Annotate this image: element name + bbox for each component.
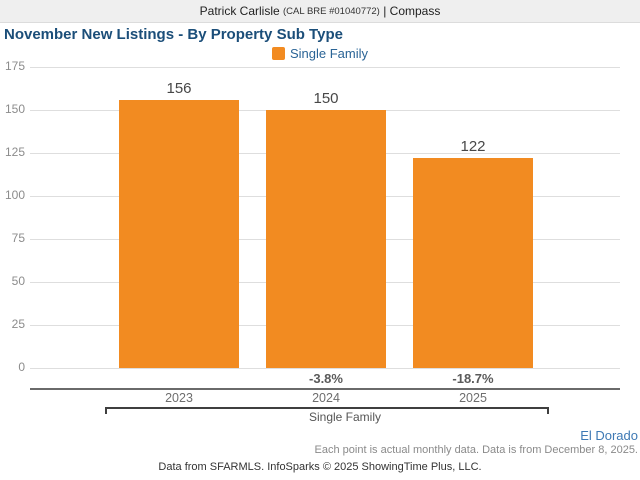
legend-swatch-icon bbox=[271, 46, 285, 60]
bar-value-label-2023: 156 bbox=[166, 79, 192, 97]
y-axis-tick-label-50: 50 bbox=[11, 274, 25, 288]
y-axis-tick-label-150: 150 bbox=[4, 102, 25, 116]
series-group-bracket bbox=[105, 407, 549, 414]
bar-value-label-2024: 150 bbox=[313, 90, 339, 107]
y-axis-tick-label-100: 100 bbox=[4, 188, 25, 202]
bar-2023[interactable] bbox=[119, 99, 239, 368]
agent-name: Patrick Carlisle bbox=[199, 4, 280, 18]
pct-change-label-2025: -18.7% bbox=[452, 371, 494, 386]
gridline-0 bbox=[30, 368, 620, 369]
region-label: El Dorado bbox=[580, 428, 638, 443]
bar-2024[interactable] bbox=[266, 110, 386, 368]
y-axis-tick-label-175: 175 bbox=[4, 59, 25, 73]
y-axis-tick-label-25: 25 bbox=[11, 317, 25, 331]
x-axis-label-2025: 2025 bbox=[459, 391, 487, 405]
bar-2025[interactable] bbox=[413, 158, 533, 368]
pct-change-label-2024: -3.8% bbox=[309, 371, 343, 386]
agent-license: (CAL BRE #01040772) bbox=[283, 5, 380, 17]
chart-title: November New Listings - By Property Sub … bbox=[4, 26, 343, 43]
x-axis-label-2024: 2024 bbox=[312, 391, 340, 405]
data-freshness-note: Each point is actual monthly data. Data … bbox=[314, 444, 638, 456]
header-separator: | bbox=[383, 4, 387, 18]
y-axis-tick-label-125: 125 bbox=[4, 145, 25, 159]
series-group-label: Single Family bbox=[308, 410, 382, 424]
axis-separator-line bbox=[30, 388, 620, 390]
agent-header-bar: Patrick Carlisle (CAL BRE #01040772) | C… bbox=[0, 0, 640, 23]
y-axis-tick-label-75: 75 bbox=[11, 231, 25, 245]
bar-value-label-2025: 122 bbox=[460, 138, 486, 156]
x-axis-label-2023: 2023 bbox=[165, 391, 193, 405]
y-axis-tick-label-0: 0 bbox=[18, 360, 25, 374]
chart-legend[interactable]: Single Family bbox=[0, 45, 640, 61]
attribution-text: Data from SFARMLS. InfoSparks © 2025 Sho… bbox=[158, 461, 482, 473]
legend-label: Single Family bbox=[289, 45, 369, 61]
brokerage-name: Compass bbox=[389, 4, 441, 18]
gridline-175 bbox=[30, 67, 620, 68]
